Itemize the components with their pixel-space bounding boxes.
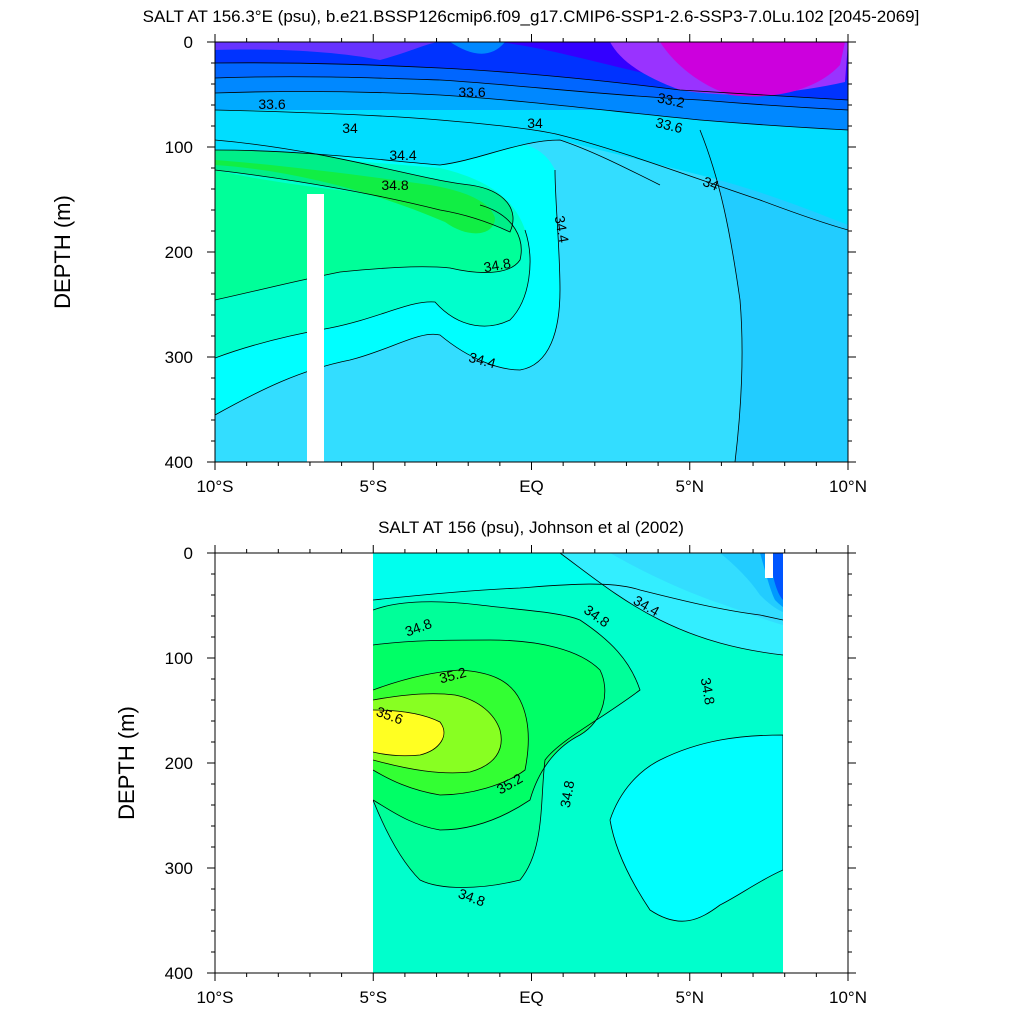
y-tick-label: 100 xyxy=(165,649,193,668)
x-tick-label: 5°N xyxy=(675,988,704,1007)
axes-1: 10°S 5°S EQ 5°N 10°N 0 100 200 300 400 xyxy=(165,33,867,496)
panel-1: SALT AT 156.3°E (psu), b.e21.BSSP126cmip… xyxy=(143,7,920,496)
contour-label: 34.4 xyxy=(467,349,498,372)
contour-label: 34.4 xyxy=(389,147,416,163)
contour-label: 33.6 xyxy=(258,96,285,112)
contour-label: 35.2 xyxy=(437,664,468,687)
x-tick-label: 5°N xyxy=(675,477,704,496)
contour-label: 33.6 xyxy=(458,84,485,100)
contour-label: 34 xyxy=(701,173,722,194)
contour-label: 34 xyxy=(342,120,358,136)
y-axis-title-2: DEPTH (m) xyxy=(114,706,139,820)
contour-label: 34 xyxy=(527,115,543,131)
y-tick-label: 0 xyxy=(184,544,193,563)
contour-label: 34.8 xyxy=(381,177,408,193)
y-tick-label: 100 xyxy=(165,138,193,157)
y-tick-label: 0 xyxy=(184,33,193,52)
contour-label: 34.8 xyxy=(482,255,512,276)
missing-data-gap-2 xyxy=(765,553,773,578)
chart-title-1: SALT AT 156.3°E (psu), b.e21.BSSP126cmip… xyxy=(143,7,920,26)
y-axis-title-1: DEPTH (m) xyxy=(50,195,75,309)
contour-field-2 xyxy=(373,553,783,973)
contour-label: 33.2 xyxy=(656,89,686,110)
contour-label: 34.8 xyxy=(698,676,719,706)
y-tick-label: 300 xyxy=(165,348,193,367)
y-tick-label: 200 xyxy=(165,754,193,773)
panel-2: SALT AT 156 (psu), Johnson et al (2002) xyxy=(165,518,867,1007)
x-tick-label: EQ xyxy=(519,477,544,496)
missing-data-gap-1 xyxy=(307,194,324,462)
x-tick-label: 10°S xyxy=(196,988,233,1007)
x-tick-label: 10°N xyxy=(829,988,867,1007)
contour-label: 34.4 xyxy=(552,214,573,244)
x-tick-label: 5°S xyxy=(359,988,387,1007)
y-tick-label: 400 xyxy=(165,964,193,983)
x-tick-label: 5°S xyxy=(359,477,387,496)
axes-2: 10°S 5°S EQ 5°N 10°N 0 100 200 300 400 xyxy=(165,544,867,1007)
contour-field-1 xyxy=(215,42,848,462)
y-tick-label: 400 xyxy=(165,453,193,472)
contour-label: 34.8 xyxy=(557,779,578,809)
contour-label: 33.6 xyxy=(654,114,685,136)
x-tick-label: 10°S xyxy=(196,477,233,496)
y-tick-label: 300 xyxy=(165,859,193,878)
x-tick-label: 10°N xyxy=(829,477,867,496)
x-tick-label: EQ xyxy=(519,988,544,1007)
y-tick-label: 200 xyxy=(165,243,193,262)
chart-title-2: SALT AT 156 (psu), Johnson et al (2002) xyxy=(378,518,684,537)
